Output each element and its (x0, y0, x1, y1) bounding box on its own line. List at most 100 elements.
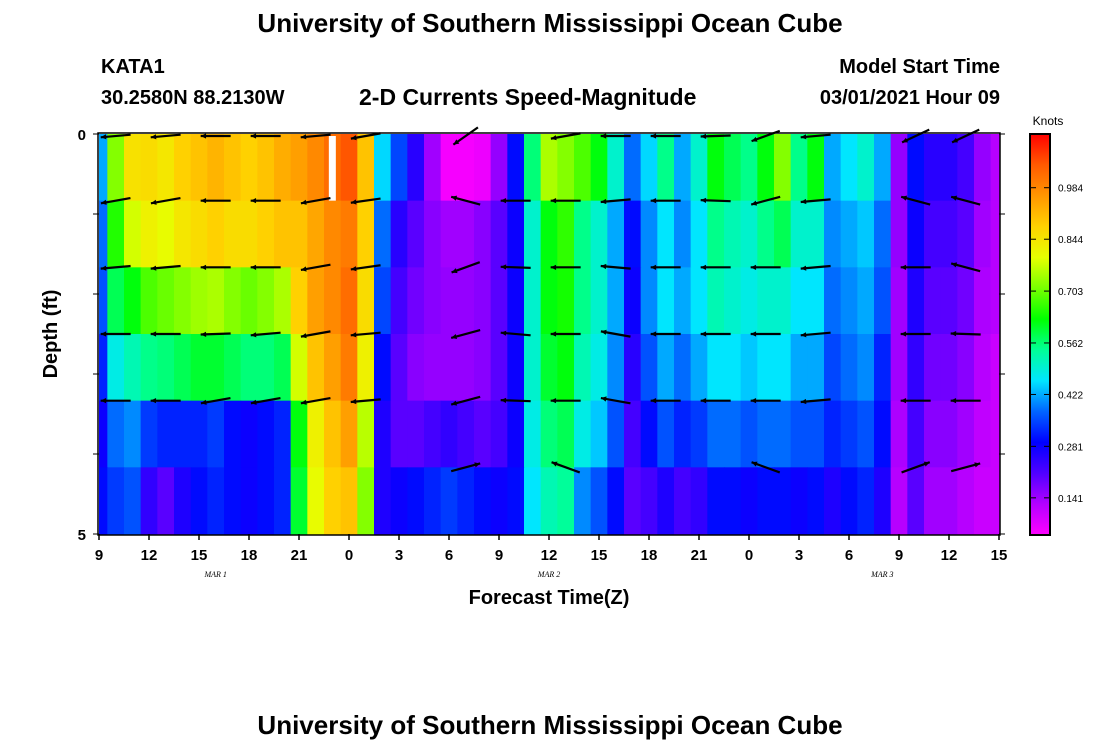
heatmap-cell (374, 200, 392, 268)
heatmap-cell (990, 134, 1000, 202)
heatmap-cell (107, 200, 125, 268)
heatmap-cell (357, 334, 375, 402)
current-vector-arrow (900, 398, 931, 404)
current-vector-arrow (750, 331, 781, 337)
heatmap-cell (174, 334, 192, 402)
heatmap-cell (707, 200, 725, 268)
heatmap-cell (624, 134, 642, 202)
heatmap-cell (274, 267, 292, 335)
heatmap-cell (657, 134, 675, 202)
heatmap-cell (557, 267, 575, 335)
heatmap-cell (790, 334, 808, 402)
model-start-value: 03/01/2021 Hour 09 (819, 87, 1000, 109)
current-vector-arrow (600, 396, 631, 405)
heatmap-cell (790, 400, 808, 468)
heatmap-cell (690, 467, 708, 535)
date-label: MAR 1 (203, 570, 226, 579)
heatmap-cell (624, 334, 642, 402)
heatmap-cell (190, 334, 208, 402)
heatmap-cell (540, 467, 558, 535)
heatmap-cell (990, 267, 1000, 335)
heatmap-cell (157, 334, 175, 402)
heatmap-cell (707, 467, 725, 535)
heatmap-cell (724, 134, 742, 202)
heatmap-cell (174, 467, 192, 535)
x-axis-title: Forecast Time(Z) (469, 587, 630, 609)
heatmap-cell (507, 334, 525, 402)
current-vector-arrow (350, 132, 381, 141)
heatmap-cell (540, 134, 558, 202)
current-vector-arrow (250, 133, 281, 139)
date-label: MAR 2 (537, 570, 560, 579)
colorbar-tick-label: 0.844 (1058, 235, 1083, 246)
heatmap-cell (640, 200, 658, 268)
current-vector-arrow (800, 264, 831, 271)
heatmap-cell (274, 334, 292, 402)
heatmap-cell (307, 134, 325, 202)
heatmap-cell (957, 400, 975, 468)
heatmap-cell (524, 134, 542, 202)
current-vector-arrow (900, 331, 931, 337)
heatmap-cell (257, 400, 275, 468)
heatmap-cell (657, 334, 675, 402)
current-vector-arrow (200, 396, 231, 405)
current-vector-arrow (700, 197, 731, 203)
current-vector-arrow (951, 128, 980, 144)
heatmap-cell (340, 467, 358, 535)
current-vector-arrow (300, 196, 331, 205)
current-vector-arrow (300, 330, 331, 339)
heatmap-cell (557, 200, 575, 268)
heatmap-cell (907, 334, 925, 402)
heatmap-cell (607, 334, 625, 402)
heatmap-cell (257, 267, 275, 335)
heatmap-cell (574, 134, 592, 202)
heatmap-cell (590, 334, 608, 402)
heatmap-cell (940, 134, 958, 202)
heatmap-cell (740, 267, 758, 335)
heatmap-cell (990, 334, 1000, 402)
model-start-label: Model Start Time (839, 56, 1000, 78)
x-tick-label: 3 (395, 547, 403, 564)
heatmap-cell (207, 134, 225, 202)
x-tick-label: 15 (591, 547, 608, 564)
heatmap-cell (790, 267, 808, 335)
current-vector-arrow (800, 198, 831, 205)
heatmap-cell (857, 267, 875, 335)
heatmap-cell (757, 467, 775, 535)
heatmap-cell (290, 200, 308, 268)
colorbar-tick-label: 0.281 (1058, 442, 1083, 453)
colorbar-ticks: 0.141 0.281 0.422 0.562 0.703 0.844 0.984 (1030, 184, 1083, 505)
current-vector-arrow (800, 331, 831, 338)
heatmap-cell (474, 134, 492, 202)
x-tick-label: 21 (691, 547, 708, 564)
heatmap-cell (624, 200, 642, 268)
heatmap-cell (807, 134, 825, 202)
current-vector-arrow (800, 398, 831, 405)
heatmap-cell (157, 134, 175, 202)
y-axis: 05 (78, 127, 1005, 544)
heatmap-cell (440, 134, 458, 202)
heatmap-cell (440, 467, 458, 535)
heatmap-cell (624, 267, 642, 335)
heatmap-cell (540, 267, 558, 335)
colorbar (1029, 133, 1051, 536)
heatmap-cell (724, 334, 742, 402)
current-vector-arrow (650, 398, 681, 404)
heatmap-cell (274, 467, 292, 535)
heatmap-cell (907, 400, 925, 468)
heatmap-cells (99, 134, 1000, 535)
heatmap-cell (907, 267, 925, 335)
x-tick-label: 0 (345, 547, 353, 564)
heatmap-cell (140, 200, 158, 268)
heatmap-cell (840, 334, 858, 402)
heatmap-cell (707, 267, 725, 335)
current-vector-arrow (700, 398, 731, 404)
heatmap-cell (474, 467, 492, 535)
heatmap-cell (124, 400, 142, 468)
heatmap-cell (290, 467, 308, 535)
heatmap-cell (490, 200, 508, 268)
current-vector-arrow (950, 462, 981, 473)
heatmap-cell (540, 400, 558, 468)
heatmap-cell (574, 267, 592, 335)
heatmap-cell (157, 200, 175, 268)
